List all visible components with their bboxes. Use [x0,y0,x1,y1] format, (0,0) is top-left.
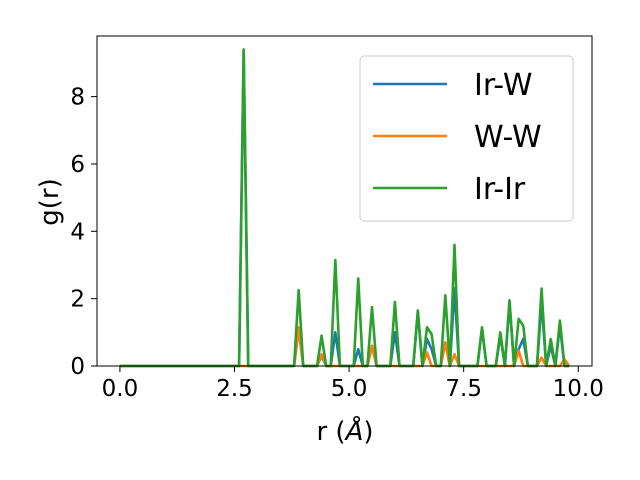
y-tick-label: 8 [70,85,85,111]
legend-label-ir-w: Ir-W [474,68,533,103]
plot-frame [96,35,593,367]
series-line-ir-ir [119,48,570,368]
y-tick-label: 0 [70,354,85,380]
legend: Ir-W W-W Ir-Ir [359,55,574,222]
x-axis-label-close: ) [363,417,373,447]
x-axis-label-text: r ( [316,417,345,447]
legend-box [359,55,574,222]
x-tick-label: 10.0 [553,376,604,402]
legend-label-ir-ir: Ir-Ir [474,172,526,207]
axes: 0.0 2.5 5.0 7.5 10.0 0 2 4 6 8 [70,35,604,402]
x-tick-label: 7.5 [445,376,482,402]
x-tick-label: 2.5 [216,376,253,402]
y-axis-label: g(r) [35,178,65,225]
x-tick-label: 0.0 [102,376,139,402]
y-tick-label: 4 [70,219,85,245]
x-tick-label: 5.0 [331,376,368,402]
x-axis-label-unit: Å [344,415,364,447]
y-tick-label: 6 [70,152,85,178]
y-tick-label: 2 [70,287,85,313]
legend-label-w-w: W-W [474,120,542,155]
x-axis-label: r (Å) [316,415,373,447]
